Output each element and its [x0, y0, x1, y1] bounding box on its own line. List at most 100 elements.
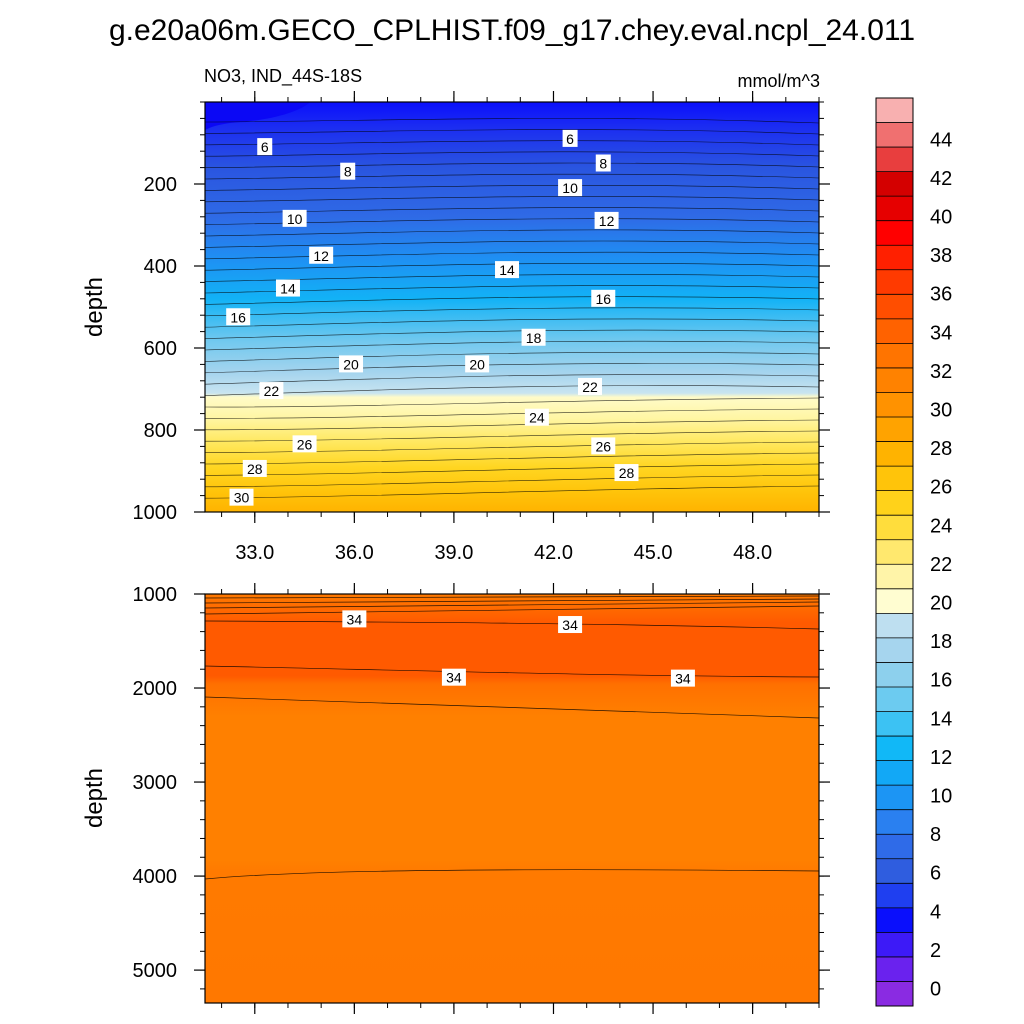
contour-label-text: 20 [469, 356, 485, 372]
contour-label-box [229, 488, 254, 506]
colorbar-swatch [876, 417, 913, 442]
contour-label-text: 12 [599, 213, 615, 229]
contour-label-box [558, 179, 583, 197]
colorbar-tick-label: 16 [930, 670, 952, 692]
colorbar-swatch [876, 147, 913, 172]
contour-line [205, 307, 819, 317]
contour-label-text: 34 [446, 670, 462, 686]
colorbar-frame [875, 97, 914, 1007]
contour-label: 34 [441, 668, 466, 686]
colorbar-tick-label: 0 [930, 979, 941, 1001]
colorbar-tick-label: 38 [930, 245, 952, 267]
colorbar-swatch [876, 809, 913, 835]
contour-line [205, 285, 819, 294]
y-tick-label: 200 [144, 174, 177, 196]
contour-label-text: 8 [599, 156, 607, 172]
colorbar-swatch [876, 956, 913, 982]
colorbar-swatch [876, 196, 913, 222]
contour-label-box [521, 328, 546, 346]
contour-label: 34 [342, 610, 367, 628]
upper-contour-labels: 6 6 8 8 10 10 12 12 14 14 16 16 18 20 20 22 22 24 26 26 28 28… [226, 129, 639, 506]
colorbar-swatch [876, 613, 913, 639]
colorbar-tick-label: 4 [930, 901, 941, 923]
contour-line [205, 474, 819, 488]
panel-subtitle-right: mmol/m^3 [738, 71, 820, 91]
contour-label-box [524, 408, 549, 426]
contour-label-box [591, 289, 616, 307]
contour-label: 24 [524, 408, 549, 426]
colorbar-swatch [876, 760, 913, 786]
colorbar-tick-label: 34 [930, 322, 952, 344]
contour-label-box [495, 261, 520, 279]
contour-label: 16 [591, 289, 616, 307]
y-tick-label: 600 [144, 338, 177, 360]
contour-line [205, 218, 819, 225]
colorbar-tick-label: 36 [930, 284, 952, 306]
colorbar-tick-label: 6 [930, 863, 941, 885]
contour-label: 18 [521, 328, 546, 346]
colorbar-swatch [876, 711, 913, 737]
contour-label: 22 [259, 382, 284, 400]
contour-label-text: 22 [264, 383, 280, 399]
contour-line [205, 869, 819, 880]
colorbar-tick-label: 32 [930, 361, 952, 383]
contour-line [205, 340, 819, 351]
contour-label-box [670, 669, 695, 687]
contour-line [205, 140, 819, 146]
contour-label-box [275, 279, 300, 297]
colorbar-swatch [876, 318, 913, 344]
contour-label-text: 6 [566, 131, 574, 147]
colorbar-tick-label: 26 [930, 477, 952, 499]
contour-label: 26 [292, 435, 317, 453]
colorbar-tick-label: 2 [930, 940, 941, 962]
contour-label-box [591, 437, 616, 455]
contour-label: 20 [339, 355, 364, 373]
contour-line [205, 419, 819, 431]
contour-label-box [558, 616, 583, 634]
contour-line [205, 595, 819, 599]
y-tick-label: 1000 [133, 584, 178, 606]
upper-y-axis: 200 400 600 800 1000 [133, 101, 830, 524]
colorbar-tick-label: 22 [930, 554, 952, 576]
contour-label-text: 34 [562, 617, 578, 633]
contour-label-box [614, 464, 639, 482]
upper-plot-frame [204, 101, 820, 513]
contour-line [205, 397, 819, 408]
upper-y-axis-label: depth [81, 277, 108, 337]
contour-label: 6 [257, 138, 273, 156]
contour-label-box [242, 459, 267, 477]
contour-line [205, 240, 819, 248]
colorbar-swatch [876, 834, 913, 860]
contour-label: 28 [614, 464, 639, 482]
x-tick-label: 36.0 [335, 542, 374, 564]
contour-line [205, 184, 819, 191]
contour-label: 12 [309, 246, 334, 264]
contour-label-text: 12 [313, 248, 329, 264]
contour-label: 10 [558, 179, 583, 197]
contour-label-text: 20 [343, 356, 359, 372]
contour-label-text: 30 [234, 490, 250, 506]
lower-y-axis-label: depth [81, 768, 108, 828]
colorbar-swatch [876, 392, 913, 418]
colorbar-swatch [876, 907, 913, 933]
colorbar-swatch [876, 981, 913, 1007]
colorbar-swatch [876, 343, 913, 369]
x-tick-label: 48.0 [733, 542, 772, 564]
contour-line [205, 408, 819, 419]
contour-label-text: 34 [347, 611, 363, 627]
upper-panel: NO3, IND_44S-18S mmol/m^3 6 6 8 8 10 10 12 12 14… [81, 66, 830, 564]
colorbar-swatch [876, 441, 913, 467]
colorbar-swatch [876, 637, 913, 663]
contour-line [205, 351, 819, 362]
upper-contour-lines [205, 118, 819, 499]
colorbar-swatch [876, 564, 913, 590]
contour-label-text: 28 [619, 465, 635, 481]
colorbar-swatch [876, 269, 913, 295]
contour-label-box [342, 610, 367, 628]
contour-line [205, 430, 819, 442]
colorbar-swatch [876, 466, 913, 491]
y-tick-label: 4000 [133, 866, 178, 888]
colorbar-tick-label: 30 [930, 400, 952, 422]
x-tick-label: 33.0 [235, 542, 274, 564]
